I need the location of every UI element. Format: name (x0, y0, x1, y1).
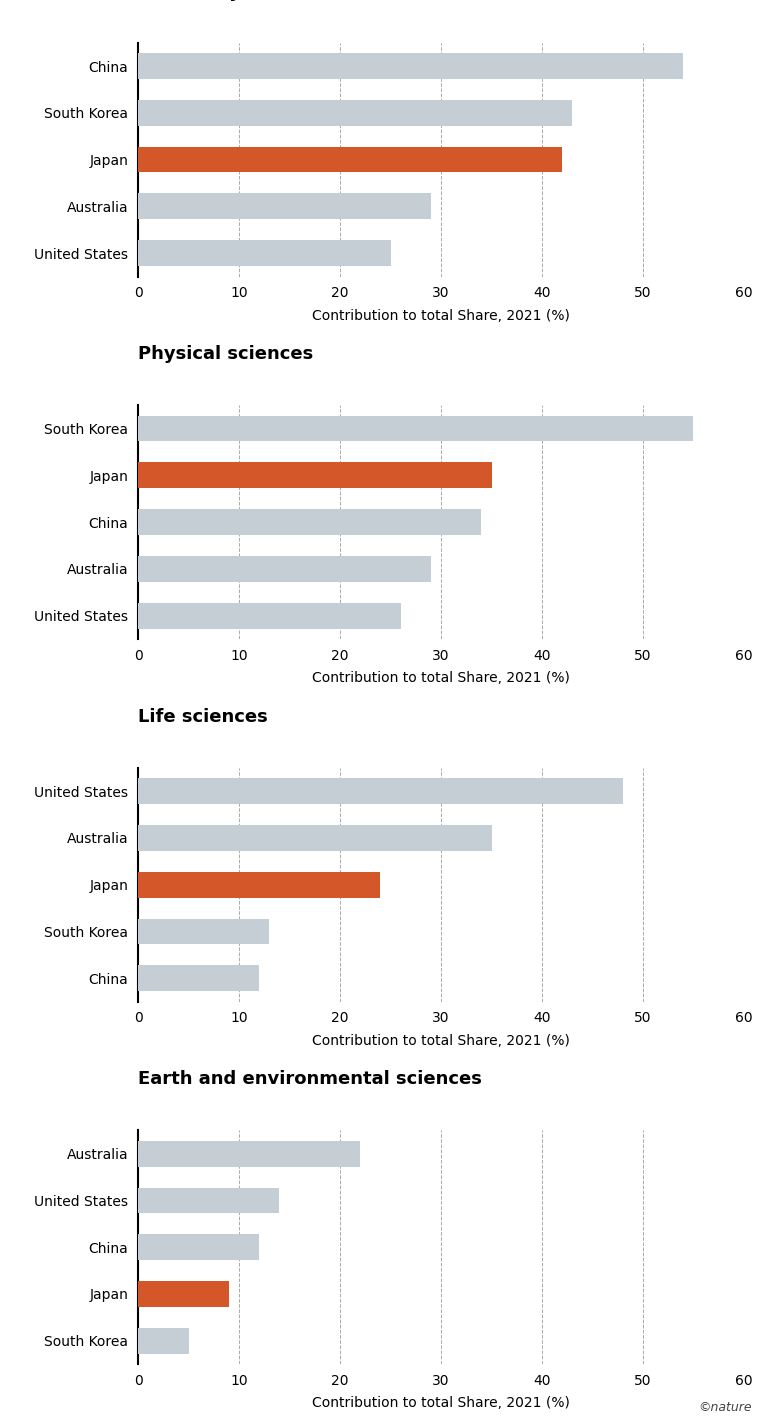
X-axis label: Contribution to total Share, 2021 (%): Contribution to total Share, 2021 (%) (312, 1033, 570, 1047)
Bar (138, 99, 572, 125)
Text: Earth and environmental sciences: Earth and environmental sciences (138, 1070, 482, 1088)
Text: Physical sciences: Physical sciences (138, 345, 313, 364)
Bar (138, 872, 380, 898)
X-axis label: Contribution to total Share, 2021 (%): Contribution to total Share, 2021 (%) (312, 671, 570, 685)
Bar (138, 1327, 189, 1354)
Text: Life sciences: Life sciences (138, 708, 268, 726)
Bar (138, 826, 492, 851)
Bar (138, 53, 683, 80)
Bar (138, 918, 269, 945)
X-axis label: Contribution to total Share, 2021 (%): Contribution to total Share, 2021 (%) (312, 308, 570, 323)
Bar (138, 1282, 229, 1307)
Bar (138, 509, 482, 534)
Bar (138, 779, 623, 804)
Bar (138, 1235, 259, 1260)
Bar (138, 416, 693, 442)
Bar (138, 146, 562, 172)
Bar (138, 240, 390, 266)
Bar (138, 965, 259, 990)
Text: ©nature: ©nature (698, 1401, 752, 1414)
Bar (138, 603, 400, 628)
Bar (138, 556, 431, 581)
Bar (138, 1141, 360, 1167)
Bar (138, 193, 431, 219)
X-axis label: Contribution to total Share, 2021 (%): Contribution to total Share, 2021 (%) (312, 1397, 570, 1410)
Bar (138, 1188, 279, 1214)
Bar (138, 462, 492, 489)
